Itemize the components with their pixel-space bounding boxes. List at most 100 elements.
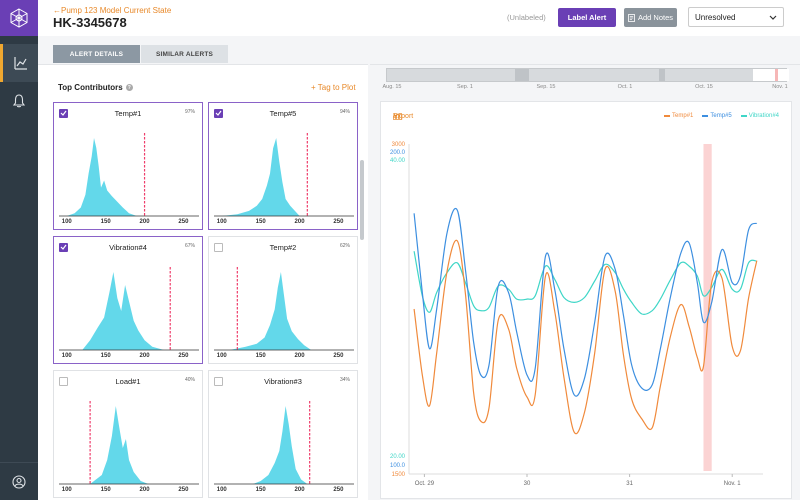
card-histogram	[59, 133, 199, 217]
timeline-selection[interactable]	[753, 69, 789, 81]
distribution-area	[229, 272, 312, 350]
nav-analytics[interactable]	[0, 44, 38, 82]
bell-icon	[13, 94, 25, 108]
tick-label: 250	[333, 353, 344, 359]
y-min-label: 100.0	[390, 463, 406, 469]
card-score: 94%	[339, 109, 350, 115]
chart-panel: Aug. 15 Sep. 1 Sep. 15 Oct. 1 Oct. 15 Nov. 1 …	[370, 64, 800, 500]
histogram-ticks: 100 150 200 250	[209, 353, 359, 362]
histogram-ticks: 100 150 200 250	[209, 219, 359, 228]
tick-label: 250	[333, 487, 344, 493]
histogram-ticks: 100 150 200 250	[54, 487, 204, 496]
nav-alerts[interactable]	[0, 82, 38, 120]
series-line-temp5[interactable]	[413, 207, 758, 397]
tab-similar-alerts[interactable]: SIMILAR ALERTS	[141, 45, 228, 63]
card-histogram	[214, 267, 354, 351]
tick-label: 250	[178, 487, 189, 493]
check-icon	[60, 244, 67, 250]
left-nav	[0, 0, 38, 500]
timeline-label: Sep. 15	[536, 84, 556, 90]
card-title: Vibration#4	[109, 243, 147, 252]
y-min-label: 20.00	[390, 454, 406, 460]
card-title: Vibration#3	[264, 377, 302, 386]
legend-item[interactable]: Vibration#4	[740, 113, 779, 119]
contributor-card[interactable]: Temp#2 62% 100 150 200 250	[208, 236, 358, 364]
header: ←Pump 123 Model Current State HK-3345678…	[38, 0, 800, 36]
legend-label: Vibration#4	[748, 113, 779, 119]
card-title: Temp#5	[269, 109, 297, 118]
tick-label: 100	[61, 487, 72, 493]
card-score: 62%	[339, 243, 350, 249]
distribution-area	[82, 272, 164, 350]
nav-profile[interactable]	[0, 462, 38, 500]
tick-label: 100	[216, 487, 227, 493]
card-histogram	[214, 401, 354, 485]
card-checkbox[interactable]	[214, 109, 223, 118]
timeline-brush[interactable]	[386, 68, 789, 82]
scrollbar[interactable]	[360, 160, 364, 240]
tick-label: 250	[333, 219, 344, 225]
tab-alert-details[interactable]: ALERT DETAILS	[53, 45, 140, 63]
x-tick-label: 30	[524, 481, 531, 487]
tick-label: 100	[61, 219, 72, 225]
check-icon	[215, 110, 222, 116]
histogram-ticks: 100 150 200 250	[209, 487, 359, 496]
tick-label: 150	[100, 353, 111, 359]
legend-item[interactable]: Temp#1	[664, 113, 693, 119]
label-alert-button[interactable]: Label Alert	[558, 8, 616, 27]
tick-label: 200	[139, 219, 150, 225]
logo[interactable]	[0, 0, 38, 36]
card-checkbox[interactable]	[59, 377, 68, 386]
legend-label: Temp#1	[672, 113, 694, 119]
add-notes-label: Add Notes	[637, 13, 674, 22]
chart-icon	[13, 57, 27, 70]
card-score: 34%	[339, 377, 350, 383]
export-menu[interactable]: Export	[393, 113, 413, 120]
user-icon	[12, 474, 26, 489]
legend-item[interactable]: Temp#5	[702, 113, 732, 119]
tick-label: 100	[216, 353, 227, 359]
tick-label: 150	[100, 219, 111, 225]
check-icon	[60, 110, 67, 116]
tick-label: 250	[178, 219, 189, 225]
status-select[interactable]: Unresolved	[688, 7, 784, 27]
contributors-heading: Top Contributors ?	[58, 83, 133, 92]
tick-label: 100	[61, 353, 72, 359]
chart-card: Export Temp#1 Temp#5 Vibration#4 3000 200.0…	[380, 101, 792, 499]
contributor-card[interactable]: Temp#5 94% 100 150 200 250	[208, 102, 358, 230]
add-notes-button[interactable]: Add Notes	[624, 8, 677, 27]
card-checkbox[interactable]	[214, 243, 223, 252]
tick-label: 200	[294, 219, 305, 225]
tag-to-plot-link[interactable]: + Tag to Plot	[311, 83, 356, 92]
timeline-label: Nov. 1	[772, 84, 788, 90]
card-title: Load#1	[115, 377, 141, 386]
legend-label: Temp#5	[710, 113, 732, 119]
help-icon[interactable]: ?	[125, 84, 133, 91]
card-checkbox[interactable]	[59, 243, 68, 252]
contributor-card[interactable]: Temp#1 97% 100 150 200 250	[53, 102, 203, 230]
tick-label: 100	[216, 219, 227, 225]
tick-label: 250	[178, 353, 189, 359]
line-chart[interactable]: 3000 200.0 40.00 20.00 100.0 1500 Oct. 29 30 31 N…	[381, 102, 793, 500]
contributor-card[interactable]: Vibration#3 34% 100 150 200 250	[208, 370, 358, 498]
chart-legend: Temp#1 Temp#5 Vibration#4	[664, 113, 779, 119]
card-checkbox[interactable]	[59, 109, 68, 118]
timeline-label: Sep. 1	[457, 84, 473, 90]
timeline-label: Oct. 1	[617, 84, 633, 90]
tick-label: 200	[139, 353, 150, 359]
card-score: 97%	[184, 109, 195, 115]
back-link[interactable]: ←Pump 123 Model Current State	[53, 6, 172, 15]
timeline-alert-marker	[775, 69, 778, 81]
series-line-temp1[interactable]	[413, 239, 758, 435]
legend-swatch	[740, 115, 747, 117]
label-state: (Unlabeled)	[507, 13, 546, 22]
tick-label: 200	[294, 353, 305, 359]
card-checkbox[interactable]	[214, 377, 223, 386]
card-title: Temp#2	[269, 243, 297, 252]
distribution-area	[90, 406, 149, 484]
y-max-label: 40.00	[390, 158, 406, 164]
contributor-card[interactable]: Load#1 40% 100 150 200 250	[53, 370, 203, 498]
tick-label: 200	[139, 487, 150, 493]
contributor-card[interactable]: Vibration#4 67% 100 150 200 250	[53, 236, 203, 364]
